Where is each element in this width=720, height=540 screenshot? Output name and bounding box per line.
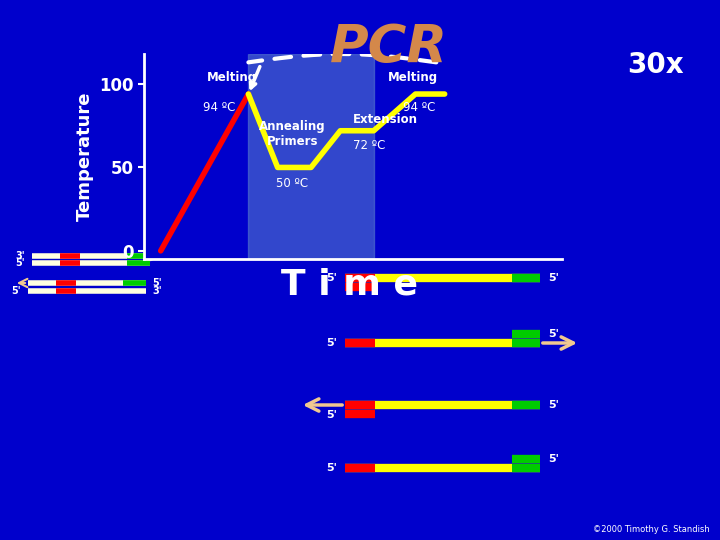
Text: 5': 5' (548, 400, 559, 410)
Text: 5': 5' (548, 454, 559, 464)
Text: 5': 5' (15, 258, 25, 268)
Text: 72 ºC: 72 ºC (353, 139, 385, 152)
Text: T i m e: T i m e (281, 267, 418, 301)
Bar (248, 54, 374, 259)
Text: 3': 3' (15, 251, 25, 261)
Text: 94 ºC: 94 ºC (203, 101, 235, 114)
Text: 50 ºC: 50 ºC (276, 178, 308, 191)
Text: 5': 5' (548, 329, 559, 339)
Text: 94 ºC: 94 ºC (403, 101, 436, 114)
Text: 5': 5' (326, 410, 337, 420)
Text: 5': 5' (152, 278, 161, 288)
Text: Melting: Melting (207, 71, 257, 84)
Text: PCR: PCR (330, 22, 448, 73)
Text: 5': 5' (326, 273, 337, 283)
Text: Extension: Extension (353, 113, 418, 126)
Text: Annealing
Primers: Annealing Primers (259, 120, 325, 148)
Y-axis label: Temperature: Temperature (76, 92, 94, 221)
Text: Melting: Melting (388, 71, 438, 84)
Text: 3': 3' (152, 286, 161, 296)
Text: ©2000 Timothy G. Standish: ©2000 Timothy G. Standish (593, 525, 710, 534)
Text: 5': 5' (326, 338, 337, 348)
Text: 5': 5' (548, 273, 559, 283)
Text: 5': 5' (167, 251, 176, 261)
Text: 5': 5' (12, 286, 21, 296)
Text: 5': 5' (326, 463, 337, 473)
Text: 30x: 30x (627, 51, 683, 79)
